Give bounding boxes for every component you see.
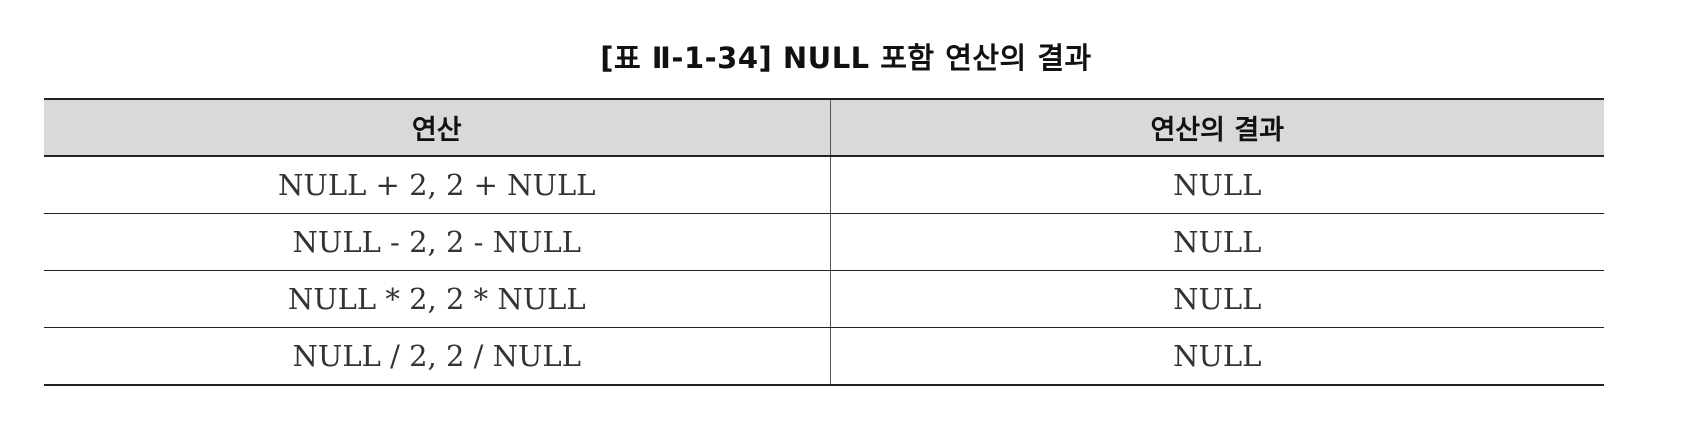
result-cell: NULL: [830, 156, 1604, 214]
operation-cell: NULL * 2, 2 * NULL: [44, 270, 831, 328]
table-caption: [표 Ⅱ-1-34] NULL 포함 연산의 결과: [600, 41, 1092, 75]
table-header-row: 연산 연산의 결과: [44, 98, 1604, 157]
operation-cell: NULL + 2, 2 + NULL: [44, 156, 831, 214]
table-row: NULL + 2, 2 + NULL NULL: [44, 156, 1604, 214]
null-operation-table: 연산 연산의 결과 NULL + 2, 2 + NULL NULL NULL -…: [44, 98, 1604, 386]
table-row: NULL * 2, 2 * NULL NULL: [44, 270, 1604, 328]
result-cell: NULL: [830, 327, 1604, 386]
operation-cell: NULL - 2, 2 - NULL: [44, 213, 831, 271]
result-table: 연산 연산의 결과 NULL + 2, 2 + NULL NULL NULL -…: [44, 98, 1604, 386]
table-row: NULL - 2, 2 - NULL NULL: [44, 213, 1604, 271]
operation-cell: NULL / 2, 2 / NULL: [44, 327, 831, 386]
column-header-operation: 연산: [44, 98, 831, 157]
table-row: NULL / 2, 2 / NULL NULL: [44, 327, 1604, 386]
result-cell: NULL: [830, 270, 1604, 328]
result-cell: NULL: [830, 213, 1604, 271]
column-header-result: 연산의 결과: [830, 98, 1604, 157]
